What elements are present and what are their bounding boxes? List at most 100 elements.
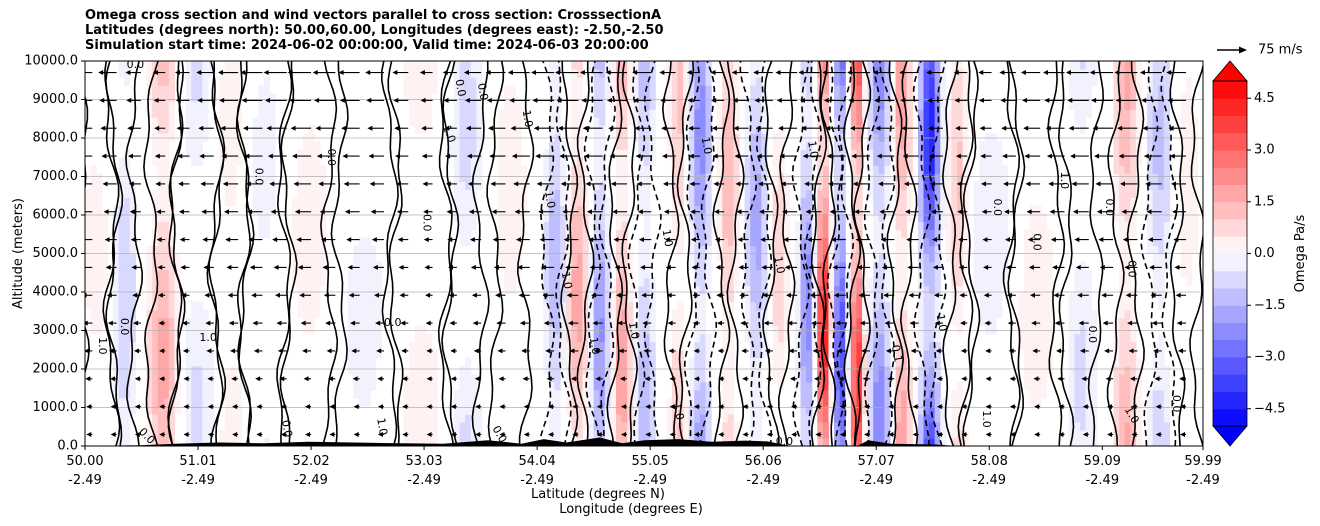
omega-cell <box>1068 77 1076 86</box>
omega-cell <box>604 229 612 239</box>
omega-cell <box>1158 381 1165 391</box>
omega-cell <box>806 181 813 190</box>
omega-cell <box>548 317 556 327</box>
omega-cell <box>917 157 925 166</box>
omega-cell <box>1124 109 1131 118</box>
omega-cell <box>716 229 723 239</box>
omega-cell <box>644 341 651 351</box>
omega-cell <box>806 245 813 255</box>
omega-cell <box>934 165 941 174</box>
omega-cell <box>638 309 645 319</box>
omega-cell <box>152 405 159 415</box>
omega-cell <box>1074 117 1081 126</box>
omega-cell <box>308 237 315 247</box>
omega-cell <box>778 269 785 279</box>
omega-cell <box>364 341 371 351</box>
omega-cell <box>873 317 880 327</box>
omega-cell <box>152 381 159 391</box>
omega-cell <box>124 437 131 446</box>
omega-cell <box>621 293 628 303</box>
omega-cell <box>705 141 712 150</box>
omega-cell <box>152 141 159 150</box>
omega-cell <box>370 253 377 263</box>
omega-cell <box>856 125 863 134</box>
omega-cell <box>1001 253 1008 263</box>
omega-cell <box>291 205 299 214</box>
omega-cell <box>1186 165 1193 174</box>
omega-cell <box>185 357 192 367</box>
omega-cell <box>303 269 310 279</box>
wind-vector-head <box>108 348 114 354</box>
omega-cell <box>984 253 992 263</box>
omega-cell <box>1068 421 1076 431</box>
omega-cell <box>895 93 902 102</box>
omega-cell <box>230 93 237 102</box>
omega-cell <box>146 77 153 86</box>
omega-cell <box>465 85 472 94</box>
omega-cell <box>755 301 762 311</box>
omega-cell <box>699 117 707 126</box>
omega-cell <box>319 213 326 223</box>
omega-cell <box>191 341 198 351</box>
omega-cell <box>347 357 354 367</box>
omega-cell <box>917 373 925 383</box>
omega-cell <box>504 149 511 158</box>
omega-cell <box>168 237 176 247</box>
omega-cell <box>806 149 813 158</box>
omega-cell <box>504 125 511 134</box>
omega-cell <box>677 77 684 86</box>
omega-cell <box>308 253 315 263</box>
omega-cell <box>699 389 707 399</box>
omega-cell <box>873 389 880 399</box>
omega-cell <box>671 365 679 375</box>
omega-cell <box>582 245 589 255</box>
omega-cell <box>96 309 103 319</box>
omega-cell <box>470 101 477 110</box>
omega-cell <box>839 421 846 431</box>
omega-cell <box>420 341 427 351</box>
omega-cell <box>1029 381 1036 391</box>
positive-contour <box>661 61 680 446</box>
omega-cell <box>185 397 192 407</box>
omega-cell <box>755 349 762 359</box>
omega-cell <box>627 117 634 126</box>
omega-cell <box>694 333 701 343</box>
omega-cell <box>599 125 606 134</box>
omega-cell <box>1163 85 1171 94</box>
omega-cell <box>459 109 466 118</box>
omega-cell <box>1163 117 1171 126</box>
omega-cell <box>979 253 986 263</box>
omega-cell <box>878 197 885 206</box>
omega-cell <box>314 277 321 287</box>
omega-cell <box>906 61 913 70</box>
omega-cell <box>263 77 271 86</box>
omega-cell <box>1029 221 1036 231</box>
omega-cell <box>504 101 511 110</box>
omega-cell <box>168 373 176 383</box>
omega-cell <box>1147 205 1154 214</box>
omega-cell <box>873 205 880 214</box>
omega-cell <box>364 389 371 399</box>
omega-cell <box>755 197 762 206</box>
omega-cell <box>1035 261 1042 271</box>
omega-cell <box>459 373 466 383</box>
omega-cell <box>862 421 869 431</box>
omega-cell <box>616 125 623 134</box>
omega-cell <box>1163 141 1171 150</box>
omega-cell <box>806 197 813 206</box>
omega-cell <box>621 69 628 78</box>
omega-cell <box>990 221 997 231</box>
omega-cell <box>800 429 807 439</box>
omega-cell <box>168 333 176 343</box>
omega-cell <box>671 373 679 383</box>
omega-cell <box>722 429 729 439</box>
omega-cell <box>191 349 198 359</box>
omega-cell <box>817 173 824 182</box>
omega-contours <box>85 61 1203 446</box>
omega-cell <box>297 181 304 190</box>
omega-cell <box>677 309 684 319</box>
omega-cell <box>548 69 556 78</box>
omega-cell <box>347 349 354 359</box>
omega-cell <box>1113 389 1120 399</box>
omega-cell <box>627 381 634 391</box>
